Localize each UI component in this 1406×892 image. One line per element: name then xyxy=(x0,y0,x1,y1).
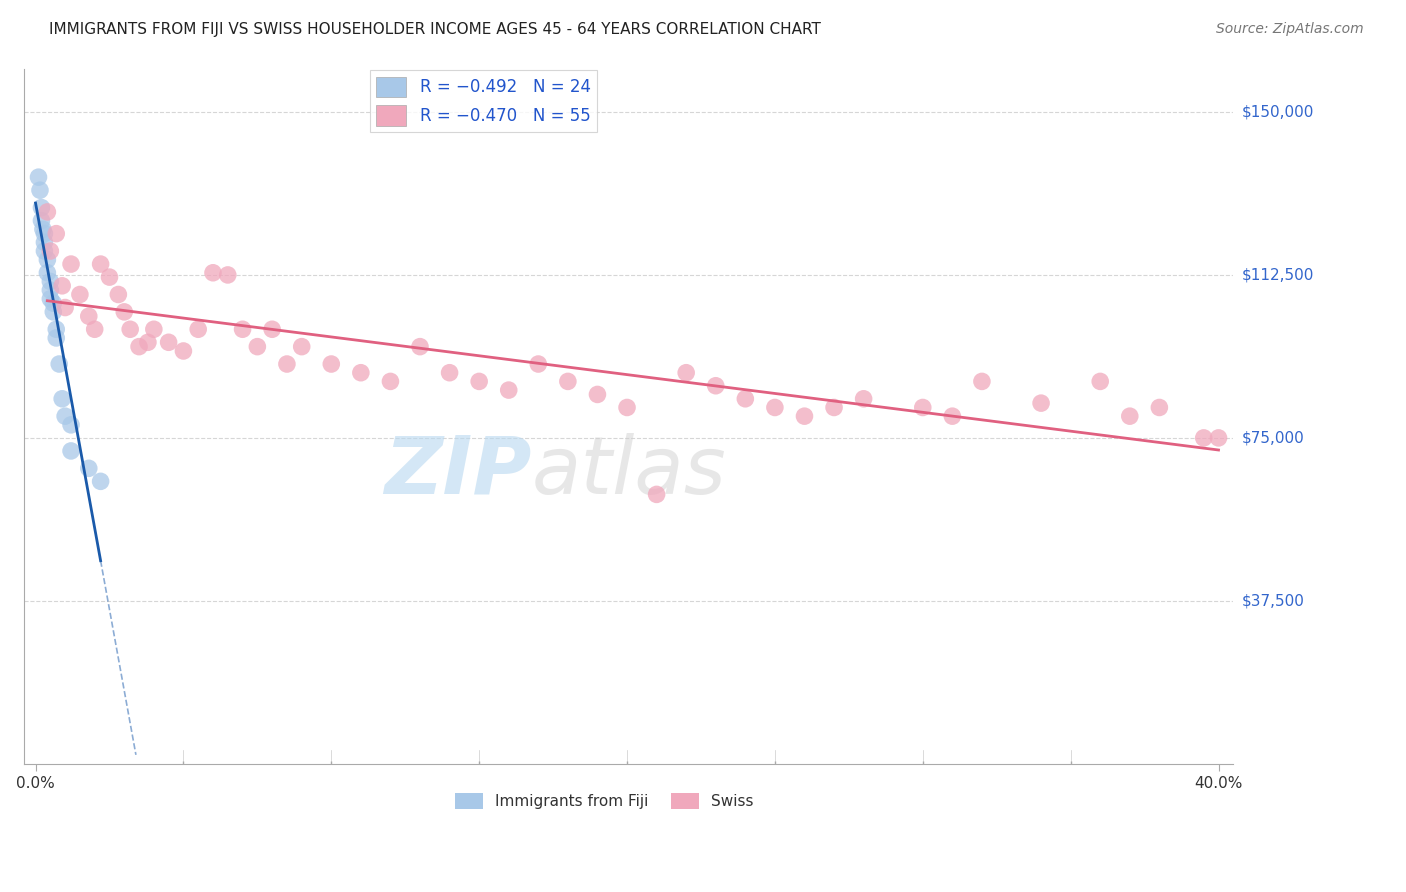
Text: ZIP: ZIP xyxy=(384,433,531,511)
Point xyxy=(39,275,62,289)
Point xyxy=(586,387,609,401)
Point xyxy=(172,343,194,358)
Point xyxy=(1090,375,1112,389)
Point xyxy=(69,287,91,301)
Point xyxy=(704,378,727,392)
Point xyxy=(142,322,165,336)
Point xyxy=(37,205,59,219)
Point xyxy=(60,417,83,432)
Point xyxy=(90,475,112,489)
Point xyxy=(276,357,298,371)
Point xyxy=(90,257,112,271)
Point xyxy=(60,444,83,458)
Point xyxy=(468,375,491,389)
Point xyxy=(83,322,105,336)
Point xyxy=(1208,431,1230,445)
Point xyxy=(350,366,373,380)
Point xyxy=(45,322,67,336)
Point xyxy=(409,340,432,354)
Point xyxy=(37,266,59,280)
Point xyxy=(98,270,121,285)
Point xyxy=(32,222,55,236)
Point xyxy=(911,401,934,415)
Point xyxy=(1029,396,1052,410)
Point xyxy=(51,392,73,406)
Point xyxy=(941,409,963,424)
Point xyxy=(39,283,62,297)
Point xyxy=(112,305,135,319)
Point xyxy=(39,292,62,306)
Text: atlas: atlas xyxy=(531,433,727,511)
Point xyxy=(53,409,76,424)
Point xyxy=(30,213,52,227)
Point xyxy=(128,340,150,354)
Point xyxy=(136,335,159,350)
Point xyxy=(645,487,668,501)
Point xyxy=(246,340,269,354)
Point xyxy=(30,201,52,215)
Text: $112,500: $112,500 xyxy=(1241,268,1315,283)
Point xyxy=(262,322,284,336)
Point xyxy=(51,278,73,293)
Text: IMMIGRANTS FROM FIJI VS SWISS HOUSEHOLDER INCOME AGES 45 - 64 YEARS CORRELATION : IMMIGRANTS FROM FIJI VS SWISS HOUSEHOLDE… xyxy=(49,22,821,37)
Point xyxy=(1192,431,1215,445)
Point xyxy=(675,366,697,380)
Point xyxy=(498,383,520,397)
Point xyxy=(217,268,239,282)
Point xyxy=(1149,401,1171,415)
Point xyxy=(734,392,756,406)
Point xyxy=(321,357,343,371)
Point xyxy=(157,335,180,350)
Text: $37,500: $37,500 xyxy=(1241,593,1305,608)
Point xyxy=(34,227,56,241)
Point xyxy=(28,183,51,197)
Point xyxy=(823,401,845,415)
Legend: Immigrants from Fiji, Swiss: Immigrants from Fiji, Swiss xyxy=(449,787,759,815)
Point xyxy=(763,401,786,415)
Point xyxy=(45,331,67,345)
Point xyxy=(380,375,402,389)
Point xyxy=(1119,409,1142,424)
Point xyxy=(793,409,815,424)
Point xyxy=(291,340,314,354)
Text: $150,000: $150,000 xyxy=(1241,104,1315,120)
Point xyxy=(557,375,579,389)
Text: Source: ZipAtlas.com: Source: ZipAtlas.com xyxy=(1216,22,1364,37)
Point xyxy=(439,366,461,380)
Point xyxy=(107,287,129,301)
Point xyxy=(34,235,56,250)
Point xyxy=(77,461,100,475)
Text: $75,000: $75,000 xyxy=(1241,431,1305,445)
Point xyxy=(60,257,83,271)
Point xyxy=(42,296,65,310)
Point xyxy=(27,170,49,185)
Point xyxy=(37,252,59,267)
Point xyxy=(120,322,142,336)
Point xyxy=(852,392,875,406)
Point xyxy=(527,357,550,371)
Point xyxy=(77,310,100,324)
Point xyxy=(201,266,224,280)
Point xyxy=(45,227,67,241)
Point xyxy=(42,305,65,319)
Point xyxy=(48,357,70,371)
Point xyxy=(970,375,993,389)
Point xyxy=(232,322,254,336)
Point xyxy=(187,322,209,336)
Point xyxy=(53,301,76,315)
Point xyxy=(616,401,638,415)
Point xyxy=(39,244,62,258)
Point xyxy=(34,244,56,258)
